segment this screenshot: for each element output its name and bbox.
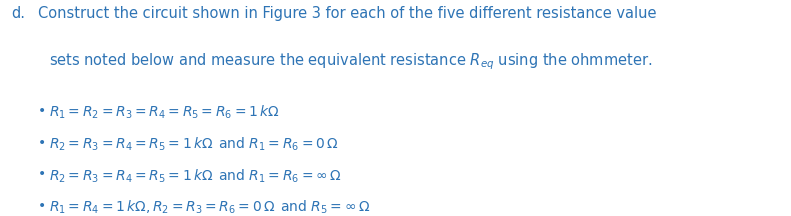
- Text: d.: d.: [11, 6, 25, 21]
- Text: $R_1 = R_4 = 1\,k\Omega, R_2 = R_3 = R_6 = 0\,\Omega\,$ and $R_5 = \infty\,\Omeg: $R_1 = R_4 = 1\,k\Omega, R_2 = R_3 = R_6…: [49, 199, 370, 216]
- Text: $R_1 = R_2 = R_3 = R_4 = R_5 = R_6 = 1\,k\Omega$: $R_1 = R_2 = R_3 = R_4 = R_5 = R_6 = 1\,…: [49, 104, 280, 121]
- Text: Construct the circuit shown in Figure 3 for each of the five different resistanc: Construct the circuit shown in Figure 3 …: [38, 6, 657, 21]
- Text: sets noted below and measure the equivalent resistance $R_{eq}$ using the ohmmet: sets noted below and measure the equival…: [49, 52, 653, 72]
- Text: •: •: [38, 136, 46, 150]
- Text: $R_2 = R_3 = R_4 = R_5 = 1\,k\Omega\,$ and $R_1 = R_6 = 0\,\Omega$: $R_2 = R_3 = R_4 = R_5 = 1\,k\Omega\,$ a…: [49, 136, 339, 154]
- Text: •: •: [38, 199, 46, 213]
- Text: •: •: [38, 167, 46, 181]
- Text: •: •: [38, 104, 46, 118]
- Text: $R_2 = R_3 = R_4 = R_5 = 1\,k\Omega\,$ and $R_1 = R_6 = \infty\,\Omega$: $R_2 = R_3 = R_4 = R_5 = 1\,k\Omega\,$ a…: [49, 167, 342, 185]
